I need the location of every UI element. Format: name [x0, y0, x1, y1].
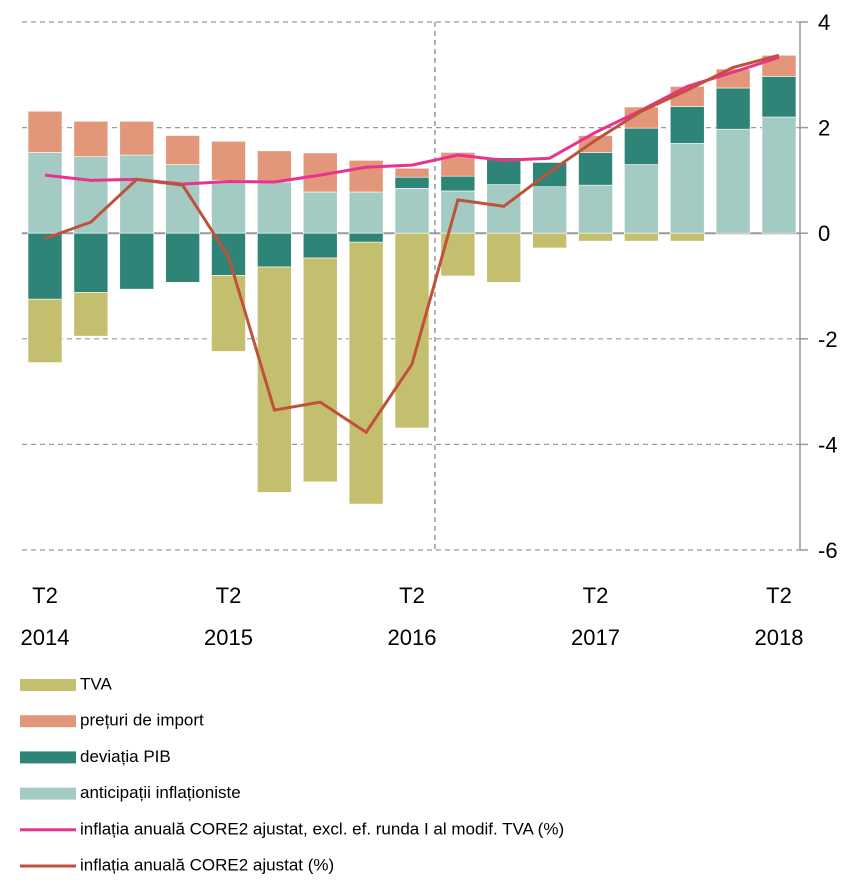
bar	[257, 181, 292, 234]
bar	[348, 232, 384, 243]
bar	[669, 232, 705, 242]
bar	[578, 232, 613, 242]
bar	[394, 188, 430, 234]
y-tick-label: -6	[818, 538, 838, 563]
bar	[394, 232, 430, 429]
y-tick-label: 0	[818, 221, 830, 246]
bar	[440, 232, 476, 277]
legend-label: prețuri de import	[80, 711, 204, 730]
legend-swatch	[20, 787, 76, 800]
legend-label: inflația anuală CORE2 ajustat, excl. ef.…	[80, 819, 564, 838]
bar	[532, 232, 567, 249]
x-tick-label: 2017	[571, 625, 620, 650]
y-tick-label: 4	[818, 10, 830, 35]
y-tick-label: 2	[818, 116, 830, 141]
x-tick-label: T2	[399, 583, 425, 608]
x-tick-label: T2	[32, 583, 58, 608]
bar	[715, 128, 751, 234]
legend-label: deviația PIB	[80, 747, 171, 766]
bar	[165, 164, 200, 234]
bar	[761, 76, 797, 118]
x-tick-label: T2	[766, 583, 792, 608]
bar	[211, 180, 246, 234]
legend-label: TVA	[80, 674, 112, 693]
bar	[302, 232, 338, 259]
x-tick-label: T2	[583, 583, 609, 608]
legend-swatch	[20, 715, 76, 728]
bar	[27, 232, 63, 300]
bar	[486, 184, 522, 234]
bar	[532, 186, 567, 234]
bar	[394, 167, 430, 178]
bar	[624, 164, 659, 234]
bar	[27, 110, 63, 153]
x-tick-label: 2016	[388, 625, 437, 650]
x-tick-label: 2018	[755, 625, 804, 650]
bars	[27, 54, 797, 505]
bar	[440, 175, 476, 192]
bar	[302, 191, 338, 234]
bar	[532, 162, 567, 188]
lines	[44, 53, 780, 435]
bar	[257, 150, 292, 183]
bar	[257, 232, 292, 268]
bar	[761, 116, 797, 234]
bar	[348, 191, 384, 234]
bar	[486, 232, 522, 283]
bar	[394, 176, 430, 189]
bar	[27, 298, 63, 363]
bar	[119, 154, 155, 234]
bar	[624, 232, 659, 242]
bar	[73, 292, 109, 337]
y-tick-label: -4	[818, 432, 838, 457]
x-tick-label: T2	[216, 583, 242, 608]
bar	[486, 157, 522, 185]
bar	[73, 232, 109, 293]
legend-swatch	[20, 679, 76, 691]
bar	[348, 160, 384, 193]
bar	[578, 135, 613, 153]
x-tick-label: 2015	[204, 625, 253, 650]
bar	[211, 141, 246, 181]
legend-label: anticipații inflaționiste	[80, 783, 241, 802]
bar	[440, 190, 476, 234]
bar	[119, 120, 155, 156]
bar	[302, 257, 338, 483]
bar	[119, 232, 155, 290]
bar	[73, 120, 109, 157]
legend-label: inflația anuală CORE2 ajustat (%)	[80, 855, 334, 874]
bar	[624, 127, 659, 165]
bar	[165, 232, 200, 283]
bar	[669, 143, 705, 234]
line	[44, 55, 780, 186]
bar	[715, 87, 751, 130]
bar	[257, 266, 292, 493]
x-tick-label: 2014	[21, 625, 70, 650]
bar	[578, 152, 613, 186]
bar	[578, 184, 613, 234]
bar	[165, 135, 200, 165]
bar	[669, 106, 705, 144]
legend-swatch	[20, 751, 76, 764]
bar	[348, 241, 384, 505]
line	[44, 53, 780, 435]
bar	[27, 152, 63, 234]
bar	[211, 275, 246, 352]
y-tick-label: -2	[818, 327, 838, 352]
